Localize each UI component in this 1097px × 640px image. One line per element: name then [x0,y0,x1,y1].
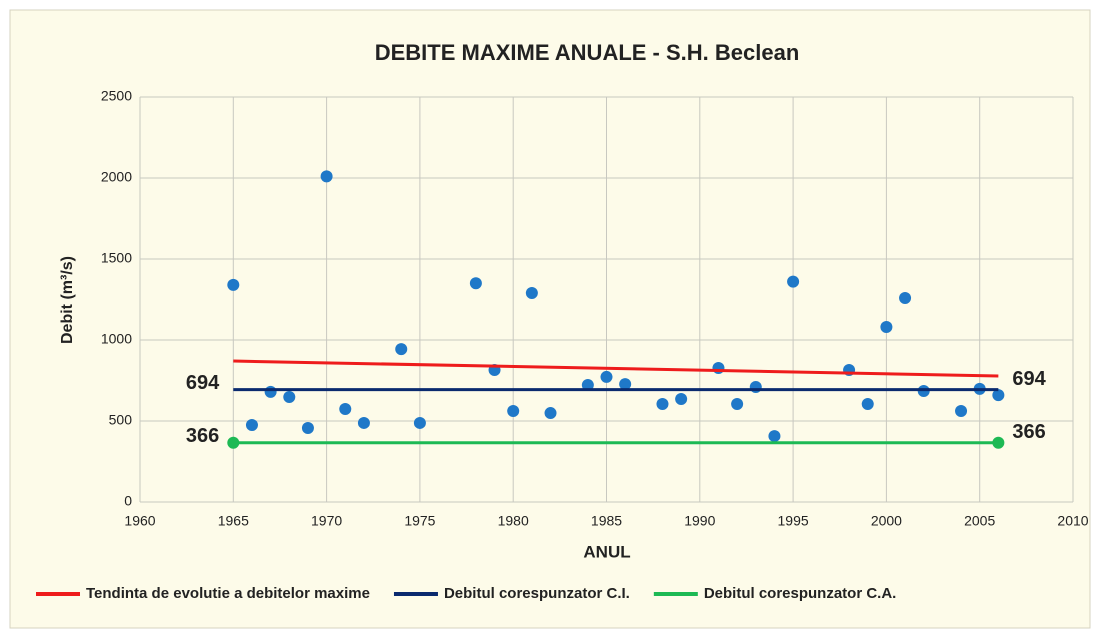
line [233,359,999,378]
x-tick-label: 1960 [124,513,155,529]
legend-label: Debitul corespunzator C.A. [704,585,897,602]
point [301,421,314,434]
point [675,392,688,405]
chart-title: DEBITE MAXIME ANUALE - S.H. Beclean [375,40,800,65]
point [880,321,893,334]
point [544,407,557,420]
point [320,170,333,183]
x-tick-label: 1970 [311,513,342,529]
point [395,343,408,356]
x-tick-label: 1995 [778,513,809,529]
data-label: 366 [1012,421,1045,443]
point [768,430,781,443]
point [712,362,725,375]
x-tick-label: 1985 [591,513,622,529]
point [283,391,296,404]
point [339,403,352,416]
y-tick-label: 0 [124,493,132,509]
x-tick-label: 2000 [871,513,902,529]
point [955,404,968,417]
point [413,416,426,429]
y-tick-label: 1500 [101,250,132,266]
point [264,385,277,398]
point [600,370,613,383]
x-axis-title: ANUL [583,542,630,561]
x-tick-label: 1965 [218,513,249,529]
point [525,287,538,300]
data-label: 366 [186,425,219,447]
x-tick-label: 1980 [498,513,529,529]
point [507,404,520,417]
y-tick-label: 500 [109,412,133,428]
point [581,379,594,392]
y-tick-label: 1000 [101,331,132,347]
point [619,378,632,391]
x-tick-label: 2010 [1057,513,1088,529]
point [469,277,482,290]
point [245,419,258,432]
x-tick-label: 1975 [404,513,435,529]
point [899,292,912,305]
legend-label: Tendinta de evolutie a debitelor maxime [86,585,370,602]
point [992,389,1005,402]
y-tick-label: 2000 [101,169,132,185]
point [787,275,800,288]
y-tick-label: 2500 [101,88,132,104]
x-tick-label: 2005 [964,513,995,529]
line-marker [992,436,1005,449]
legend-label: Debitul corespunzator C.I. [444,585,630,602]
y-axis-title: Debit (m³/s) [59,256,76,344]
point [731,397,744,410]
data-label: 694 [1012,368,1046,390]
point [861,397,874,410]
point [227,278,240,291]
chart-background [9,9,1091,629]
data-label: 694 [186,372,220,394]
line-marker [227,436,240,449]
point [749,380,762,393]
point [656,397,669,410]
x-tick-label: 1990 [684,513,715,529]
point [357,416,370,429]
